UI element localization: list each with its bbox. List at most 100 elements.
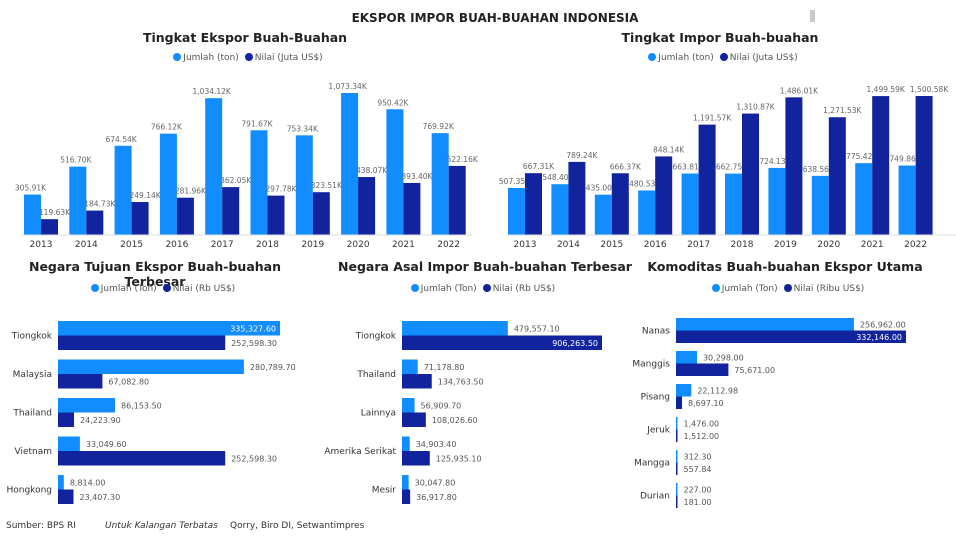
- bar-nilai[interactable]: [676, 462, 678, 476]
- chart-legend: Jumlah (Ton) Nilai (Rb US$): [0, 284, 320, 294]
- bar-nilai[interactable]: [358, 177, 376, 235]
- bar-jumlah[interactable]: [159, 133, 177, 235]
- bar-nilai[interactable]: [655, 156, 673, 235]
- bar-jumlah[interactable]: [508, 188, 525, 235]
- bar-jumlah[interactable]: [768, 167, 786, 235]
- data-label: 8,697.10: [688, 399, 724, 408]
- bar-nilai[interactable]: [525, 173, 542, 235]
- bar-nilai[interactable]: [676, 495, 678, 509]
- x-tick-label: 2020: [817, 240, 840, 250]
- bar-nilai[interactable]: [676, 396, 683, 410]
- bar-jumlah[interactable]: [431, 133, 449, 235]
- bar-nilai[interactable]: [58, 451, 226, 466]
- data-label: 1,034.12K: [193, 87, 232, 96]
- x-tick-label: 2015: [600, 240, 623, 250]
- bar-jumlah[interactable]: [725, 173, 742, 235]
- legend-entry[interactable]: Nilai (Rb US$): [172, 284, 236, 294]
- chart-title: Komoditas Buah-buahan Ekspor Utama: [647, 259, 923, 274]
- legend-entry[interactable]: Jumlah (ton): [658, 53, 714, 63]
- bar-nilai[interactable]: [312, 192, 330, 235]
- chart-legend: Jumlah (ton) Nilai (Juta US$): [0, 53, 490, 63]
- bar-nilai[interactable]: [403, 182, 421, 235]
- bar-jumlah[interactable]: [24, 194, 41, 235]
- bar-jumlah[interactable]: [676, 351, 697, 364]
- legend-entry[interactable]: Jumlah (Ton): [420, 284, 477, 294]
- bar-nilai[interactable]: [402, 335, 602, 351]
- category-label: Thailand: [12, 409, 52, 419]
- bar-nilai[interactable]: [828, 117, 846, 235]
- bar-jumlah[interactable]: [205, 98, 223, 236]
- bar-nilai[interactable]: [267, 195, 285, 235]
- legend-entry[interactable]: Nilai (Rb US$): [492, 284, 556, 294]
- data-label: 775.42K: [846, 152, 878, 161]
- bar-nilai[interactable]: [568, 161, 586, 235]
- legend-entry[interactable]: Jumlah (ton): [183, 53, 239, 63]
- bar-jumlah[interactable]: [676, 384, 692, 397]
- bar-jumlah[interactable]: [114, 145, 132, 235]
- bar-nilai[interactable]: [785, 97, 803, 235]
- bar-jumlah[interactable]: [676, 417, 678, 430]
- bar-jumlah[interactable]: [676, 450, 678, 463]
- bar-jumlah[interactable]: [811, 175, 829, 235]
- data-label: 8,814.00: [70, 478, 106, 487]
- bar-nilai[interactable]: [676, 330, 906, 344]
- bar-nilai[interactable]: [915, 96, 933, 235]
- legend-entry[interactable]: Nilai (Ribu US$): [793, 284, 865, 294]
- bar-nilai[interactable]: [58, 489, 74, 505]
- bar-nilai[interactable]: [402, 489, 411, 505]
- legend-dot-icon: [648, 53, 657, 61]
- bar-nilai[interactable]: [611, 173, 629, 235]
- bar-nilai[interactable]: [222, 187, 240, 235]
- bar-nilai[interactable]: [402, 374, 432, 389]
- bar-nilai[interactable]: [58, 374, 103, 389]
- bar-nilai[interactable]: [676, 429, 678, 443]
- bar-jumlah[interactable]: [341, 93, 359, 235]
- legend-entry[interactable]: Jumlah (Ton): [721, 284, 778, 294]
- bar-jumlah[interactable]: [58, 436, 80, 452]
- bar-nilai[interactable]: [872, 96, 890, 235]
- x-tick-label: 2021: [861, 240, 884, 250]
- bar-nilai[interactable]: [58, 335, 226, 351]
- x-tick-label: 2019: [301, 240, 324, 250]
- bar-jumlah[interactable]: [295, 135, 313, 235]
- bar-jumlah[interactable]: [402, 475, 409, 490]
- bar-jumlah[interactable]: [402, 398, 415, 413]
- bar-jumlah[interactable]: [551, 184, 569, 235]
- bar-jumlah[interactable]: [250, 130, 268, 235]
- data-label: 323.51K: [311, 181, 343, 190]
- bar-jumlah[interactable]: [402, 436, 410, 452]
- bar-jumlah[interactable]: [676, 318, 854, 331]
- bar-jumlah[interactable]: [58, 398, 116, 413]
- scrollbar[interactable]: [810, 10, 815, 22]
- legend-entry[interactable]: Nilai (Juta US$): [729, 53, 798, 63]
- bar-jumlah[interactable]: [386, 109, 404, 235]
- bar-nilai[interactable]: [41, 219, 58, 235]
- bar-nilai[interactable]: [402, 412, 426, 428]
- legend-entry[interactable]: Jumlah (Ton): [100, 284, 157, 294]
- bar-jumlah[interactable]: [69, 166, 87, 235]
- legend-entry[interactable]: Nilai (Juta US$): [254, 53, 323, 63]
- bar-nilai[interactable]: [176, 197, 194, 235]
- bar-jumlah[interactable]: [58, 475, 64, 490]
- data-label: 438.07K: [356, 166, 388, 175]
- bar-nilai[interactable]: [698, 124, 716, 235]
- bar-jumlah[interactable]: [676, 483, 678, 496]
- bar-jumlah[interactable]: [402, 321, 508, 336]
- bar-nilai[interactable]: [448, 165, 466, 235]
- bar-jumlah[interactable]: [681, 173, 699, 235]
- bar-jumlah[interactable]: [594, 194, 612, 235]
- bar-jumlah[interactable]: [855, 163, 873, 235]
- bar-nilai[interactable]: [86, 210, 104, 235]
- bar-nilai[interactable]: [131, 202, 149, 235]
- category-label: Amerika Serikat: [324, 447, 396, 457]
- bar-nilai[interactable]: [58, 412, 75, 428]
- bar-nilai[interactable]: [676, 363, 729, 377]
- bar-nilai[interactable]: [742, 113, 759, 235]
- data-label: 108,026.60: [432, 416, 478, 425]
- bar-jumlah[interactable]: [402, 359, 418, 375]
- bar-jumlah[interactable]: [638, 190, 656, 235]
- bar-jumlah[interactable]: [58, 321, 280, 336]
- bar-jumlah[interactable]: [898, 165, 916, 235]
- bar-nilai[interactable]: [402, 451, 430, 466]
- bar-jumlah[interactable]: [58, 359, 244, 375]
